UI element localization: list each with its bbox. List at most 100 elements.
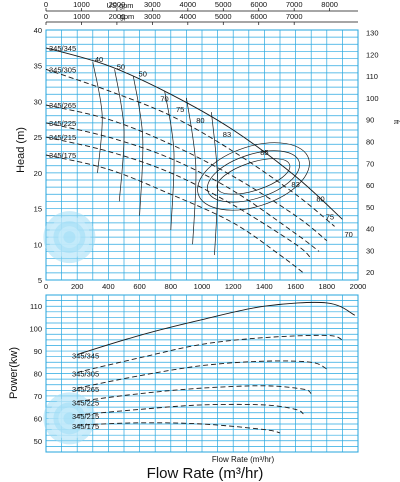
- efficiency-label: 50: [139, 69, 147, 78]
- curve-label: 345/345: [49, 44, 76, 53]
- watermark-ring: [63, 231, 76, 244]
- efficiency-iso-line: [114, 69, 125, 202]
- curve-label: 345/305: [49, 65, 76, 74]
- efficiency-label: 83: [291, 180, 299, 189]
- head-curve-345-225: [45, 122, 320, 252]
- top-axis-label: 0: [44, 0, 48, 9]
- y-tick-label: 25: [34, 133, 42, 142]
- y-tick-label: 40: [34, 26, 42, 35]
- efficiency-label: 70: [344, 230, 352, 239]
- top-axis-label-2: 5000: [215, 12, 232, 21]
- efficiency-label: 83: [223, 130, 231, 139]
- curve-label: 345/265: [72, 385, 99, 394]
- right-tick-label: 60: [366, 181, 374, 190]
- y-tick-label: 110: [30, 302, 42, 311]
- right-tick-label: 40: [366, 225, 374, 234]
- x-tick-label: 400: [102, 282, 115, 291]
- power-curve-345-305: [77, 334, 343, 373]
- curve-label: 345/175: [72, 422, 99, 431]
- top-axis-label-2: 4000: [179, 12, 196, 21]
- curve-label: 345/225: [49, 119, 76, 128]
- efficiency-label: 75: [176, 105, 184, 114]
- top-axis-label: 1000: [73, 0, 90, 9]
- x-axis-unit-label: Flow Rate (m³/hr): [212, 455, 275, 464]
- x-tick-label: 200: [71, 282, 84, 291]
- x-tick-label: 2000: [350, 282, 367, 291]
- power-curve-345-175: [77, 422, 281, 434]
- curve-label: 345/225: [72, 399, 99, 408]
- power-flow-chart: 50 60 70 80 90 100 110 Power(kw) 345/345 345/305 3…: [8, 294, 359, 453]
- power-curve-345-265: [77, 360, 328, 389]
- x-tick-label: 600: [133, 282, 146, 291]
- y-tick-label: 15: [34, 205, 42, 214]
- head-curve-345-345: [45, 47, 343, 220]
- y-tick-label: 60: [34, 414, 42, 423]
- right-tick-label: 20: [366, 268, 374, 277]
- efficiency-label: 40: [95, 55, 103, 64]
- y-tick-label: 90: [34, 347, 42, 356]
- efficiency-label: 80: [196, 116, 204, 125]
- curve-label: 345/215: [72, 412, 99, 421]
- efficiency-iso-line: [186, 97, 197, 245]
- y-tick-label: 50: [34, 437, 42, 446]
- y-tick-label: 5: [38, 276, 42, 285]
- efficiency-label: 50: [117, 62, 125, 71]
- top-axis-label-2: 1000: [73, 12, 90, 21]
- watermark-ring: [63, 412, 76, 425]
- efficiency-ellipse: [197, 142, 310, 211]
- top-axis-unit-2: gpm: [120, 12, 135, 21]
- y-tick-label: 70: [34, 392, 42, 401]
- top-axis-label-2: 7000: [286, 12, 303, 21]
- curve-label: 345/215: [49, 133, 76, 142]
- y-tick-label: 20: [34, 169, 42, 178]
- head-curve-345-215: [45, 136, 312, 259]
- right-tick-label: 70: [366, 159, 374, 168]
- right-tick-label: 80: [366, 137, 374, 146]
- top-axis-label-2: 2000: [109, 12, 126, 21]
- right-tick-label: 30: [366, 246, 374, 255]
- right-tick-label: 130: [366, 29, 379, 38]
- efficiency-iso-line: [133, 76, 144, 216]
- top-axis-label: 8000: [321, 0, 338, 9]
- y-tick-label: 30: [34, 97, 42, 106]
- efficiency-label: 70: [160, 94, 168, 103]
- top-axis-label-2: 6000: [250, 12, 267, 21]
- efficiency-iso-line: [164, 90, 175, 231]
- efficiency-label: 75: [326, 212, 334, 221]
- x-tick-label: 0: [44, 282, 48, 291]
- curve-label: 345/345: [72, 351, 99, 360]
- top-axis-label: 4000: [179, 0, 196, 9]
- head-curve-345-305: [45, 68, 335, 227]
- right-tick-label: 50: [366, 203, 374, 212]
- x-tick-label: 1600: [287, 282, 304, 291]
- y-tick-label: 35: [34, 62, 42, 71]
- curve-label: 345/175: [49, 151, 76, 160]
- y-axis-title: Head (m): [15, 127, 27, 173]
- right-tick-label: 110: [366, 72, 378, 81]
- right-axis-title: ft: [392, 120, 400, 125]
- efficiency-label: 85: [260, 148, 268, 157]
- y-axis-title: Power(kw): [8, 347, 20, 399]
- curve-label: 345/305: [72, 369, 99, 378]
- y-tick-label: 80: [34, 370, 42, 379]
- x-tick-label: 800: [165, 282, 178, 291]
- efficiency-label: 80: [316, 194, 324, 203]
- power-curve-345-345: [77, 301, 356, 355]
- x-tick-label: 1400: [256, 282, 273, 291]
- y-tick-label: 100: [29, 325, 42, 334]
- top-axis-label-2: 0: [44, 12, 48, 21]
- top-axis-label: 5000: [215, 0, 232, 9]
- x-tick-label: 1000: [194, 282, 211, 291]
- top-axis-label: 2000: [109, 0, 126, 9]
- x-axis-title: Flow Rate (m³/hr): [147, 465, 264, 482]
- right-tick-label: 90: [366, 116, 374, 125]
- y-tick-label: 10: [34, 240, 42, 249]
- top-axis-label: 6000: [250, 0, 267, 9]
- top-axis-unit: US.gpm: [106, 1, 133, 10]
- head-curve-345-265: [45, 104, 328, 242]
- efficiency-iso-line: [92, 62, 103, 173]
- power-curve-345-215: [77, 403, 304, 416]
- top-axis-label-2: 3000: [144, 12, 161, 21]
